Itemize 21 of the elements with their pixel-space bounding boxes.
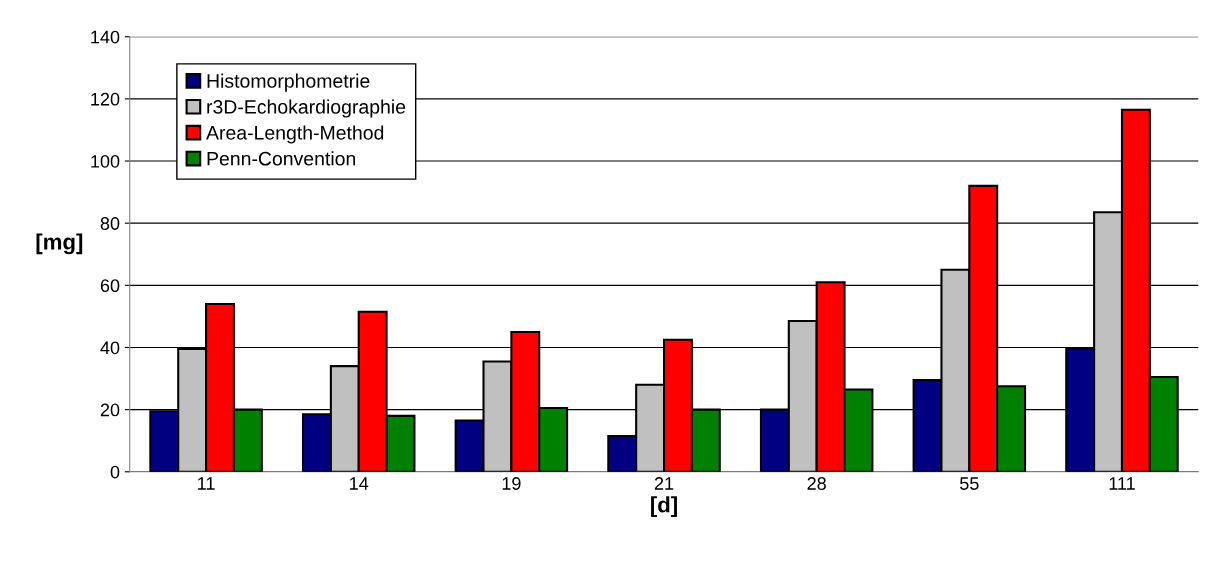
y-tick-label: 40 <box>100 341 120 355</box>
y-tick-label: 100 <box>91 154 120 168</box>
x-tick-label: 21 <box>654 477 674 490</box>
x-tick-label: 19 <box>502 477 521 490</box>
x-tick-label: 14 <box>350 477 369 490</box>
legend-label: Histomorphometrie <box>207 73 370 92</box>
legend-label: r3D-Echokardiographie <box>207 99 406 118</box>
legend-label: Penn-Convention <box>207 151 356 166</box>
y-tick-label: 120 <box>91 92 120 106</box>
y-axis-title: [mg] <box>36 233 83 255</box>
x-tick-label: 55 <box>960 477 979 490</box>
legend-label: Area-Length-Method <box>206 125 384 144</box>
x-tick-label: 111 <box>1109 477 1135 490</box>
x-tick-label: 28 <box>807 477 826 490</box>
y-tick-label: 60 <box>100 279 120 293</box>
y-tick-label: 20 <box>100 403 120 417</box>
x-tick-label: 11 <box>198 477 215 490</box>
x-axis-title: [d] <box>651 496 677 517</box>
y-tick-label: 80 <box>100 217 120 230</box>
y-tick-label: 140 <box>91 30 120 44</box>
y-tick-label: 0 <box>110 465 120 479</box>
